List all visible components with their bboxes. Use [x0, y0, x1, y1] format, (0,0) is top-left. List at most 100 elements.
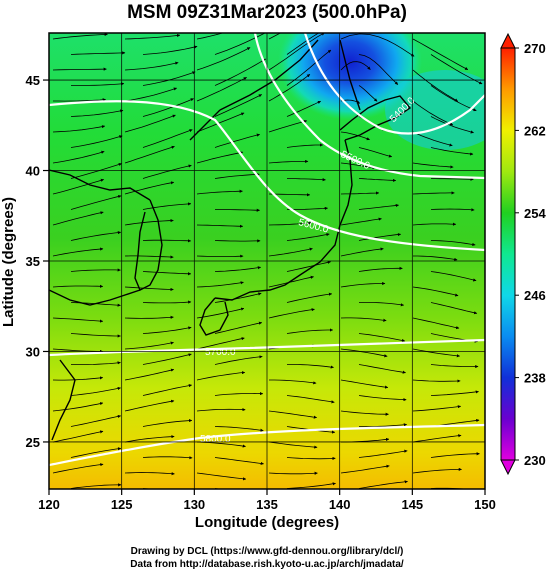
streamline	[196, 407, 246, 412]
chart-title: MSM 09Z31Mar2023 (500.0hPa)	[127, 2, 407, 23]
colorbar: 230 238 246 254 262 270	[500, 32, 546, 476]
streamline	[124, 368, 175, 381]
streamline	[196, 151, 244, 164]
streamline	[287, 364, 334, 369]
streamline	[52, 463, 104, 474]
streamline	[358, 203, 399, 210]
streamline	[358, 449, 408, 458]
streamline	[124, 114, 176, 133]
streamline	[412, 467, 462, 474]
streamline	[124, 399, 175, 412]
x-axis-label: Longitude (degrees)	[195, 514, 339, 531]
streamline	[52, 67, 107, 71]
streamline	[214, 94, 262, 117]
streamline	[142, 300, 192, 304]
credit-drawing: Drawing by DCL (https://www.gfd-dennou.o…	[131, 546, 404, 557]
streamline	[412, 162, 454, 169]
streamline	[214, 457, 264, 466]
streamline	[430, 271, 477, 282]
streamline	[215, 208, 260, 212]
streamline	[412, 286, 459, 297]
streamline	[142, 129, 193, 148]
streamline	[214, 33, 266, 55]
streamline	[430, 364, 479, 369]
streamline	[286, 233, 330, 241]
streamline	[52, 150, 105, 164]
streamline	[52, 125, 106, 133]
streamline	[430, 177, 474, 181]
streamline	[286, 292, 333, 303]
streamline	[340, 464, 390, 474]
streamline	[214, 321, 263, 334]
streamline	[124, 435, 175, 443]
streamline	[340, 191, 380, 195]
streamline	[358, 178, 397, 182]
streamline	[286, 178, 326, 182]
streamline	[70, 386, 121, 396]
streamline	[124, 181, 175, 195]
contour-5500	[253, 33, 485, 180]
streamline	[340, 162, 376, 170]
streamline	[214, 266, 262, 272]
streamline	[412, 379, 461, 383]
y-axis-label: Latitude (degrees)	[0, 197, 17, 327]
streamline	[430, 452, 480, 458]
streamline	[70, 194, 122, 210]
contour-5400	[303, 33, 485, 135]
streamline	[287, 206, 328, 210]
streamline	[286, 33, 320, 55]
streamline	[70, 231, 122, 241]
streamline	[70, 414, 122, 427]
streamline	[430, 390, 479, 396]
streamline	[268, 247, 313, 257]
streamline	[412, 222, 457, 226]
streamline	[52, 178, 105, 195]
x-tick-label: 135	[256, 497, 278, 512]
streamline	[196, 472, 247, 481]
y-tick-label: 45	[26, 73, 40, 88]
streamline	[124, 341, 174, 350]
x-tick-label: 150	[474, 497, 496, 512]
streamline	[268, 33, 325, 71]
coastline-korea	[134, 199, 163, 291]
streamline	[196, 307, 245, 319]
streamline	[268, 33, 282, 40]
wind-streamlines	[52, 33, 483, 489]
streamline	[268, 308, 315, 319]
streamline	[286, 395, 335, 404]
contour-5700	[49, 338, 485, 357]
streamline	[358, 85, 378, 102]
streamline	[358, 364, 406, 374]
streamline	[70, 268, 121, 272]
y-tick-label: 35	[26, 254, 40, 269]
streamline	[52, 376, 104, 381]
x-tick-label: 125	[111, 497, 133, 512]
streamline	[70, 447, 122, 458]
streamline	[124, 315, 174, 319]
streamline	[214, 133, 261, 148]
streamline	[412, 405, 462, 412]
streamline	[412, 434, 462, 443]
streamline	[124, 33, 181, 40]
streamline	[358, 302, 405, 307]
colorbar-tick-label: 270	[524, 41, 546, 56]
streamline	[52, 247, 104, 257]
colorbar-tick-label: 262	[524, 123, 546, 138]
streamline	[340, 379, 389, 389]
streamline	[196, 254, 244, 258]
streamline	[340, 281, 386, 288]
streamline	[340, 131, 370, 141]
coastline-kyushu	[199, 297, 229, 336]
streamline	[70, 135, 123, 148]
streamline	[268, 221, 312, 226]
streamline	[430, 116, 474, 134]
streamline	[214, 239, 261, 243]
streamline	[430, 208, 475, 212]
streamline	[124, 219, 174, 226]
streamline	[268, 275, 314, 288]
streamline	[340, 410, 389, 416]
streamline	[124, 255, 174, 259]
streamline	[358, 232, 402, 241]
streamline	[340, 247, 384, 257]
streamline	[268, 441, 318, 449]
